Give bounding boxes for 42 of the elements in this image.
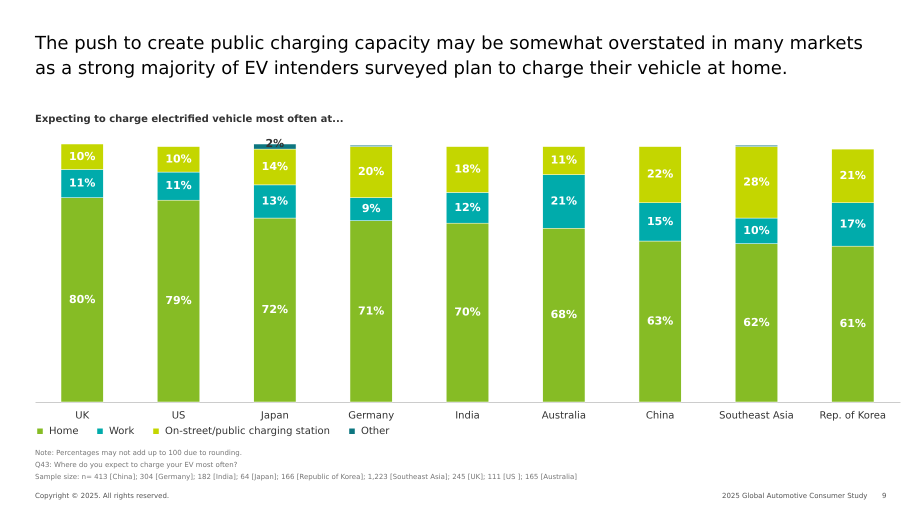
- data-label: 21%: [550, 194, 577, 208]
- data-label: 70%: [454, 306, 481, 319]
- x-tick-label: Southeast Asia: [719, 410, 794, 422]
- chart-title: The push to create public charging capacity may be somewhat overstated in many markets as a strong majority of EV intenders surveyed plan to charge their vehicle at home.: [34, 33, 863, 79]
- legend-label: On-street/public charging station: [165, 426, 330, 438]
- data-label: 9%: [362, 202, 381, 216]
- data-label: 11%: [165, 179, 192, 192]
- data-label: 63%: [646, 314, 674, 328]
- data-label: 79%: [165, 294, 192, 308]
- data-label: 28%: [743, 175, 770, 188]
- data-label: 12%: [454, 200, 481, 214]
- data-label: 22%: [646, 168, 674, 181]
- data-label: 21%: [840, 168, 866, 182]
- data-label: 61%: [840, 317, 866, 330]
- legend-label: Work: [109, 426, 135, 438]
- data-label: 72%: [262, 303, 288, 316]
- x-tick-label: Australia: [542, 410, 586, 422]
- x-tick-label: Germany: [348, 410, 394, 422]
- legend-label: Home: [49, 426, 79, 438]
- legend-label: Other: [361, 426, 390, 438]
- chart-subtitle: Expecting to charge electrified vehicle most often at...: [35, 114, 344, 125]
- data-label: 15%: [646, 214, 674, 228]
- x-tick-label: China: [646, 410, 674, 422]
- data-label: 13%: [262, 194, 288, 208]
- data-label: 10%: [165, 152, 192, 166]
- data-label: 18%: [454, 162, 481, 176]
- data-label: 14%: [262, 160, 288, 173]
- x-tick-label: UK: [75, 410, 90, 422]
- data-label: 71%: [358, 304, 384, 318]
- data-label: 11%: [550, 154, 577, 167]
- x-tick-label: India: [455, 410, 480, 422]
- x-tick-label: Japan: [260, 410, 289, 422]
- data-label: 62%: [743, 316, 770, 329]
- data-label: 80%: [69, 292, 96, 306]
- x-tick-label: Rep. of Korea: [820, 410, 886, 422]
- data-label: 11%: [69, 176, 96, 190]
- data-label: 10%: [69, 150, 96, 163]
- data-label: 68%: [550, 308, 577, 322]
- data-label: 10%: [743, 224, 770, 237]
- x-tick-label: US: [172, 410, 186, 422]
- data-label: 20%: [358, 165, 384, 178]
- data-label: 17%: [840, 217, 866, 230]
